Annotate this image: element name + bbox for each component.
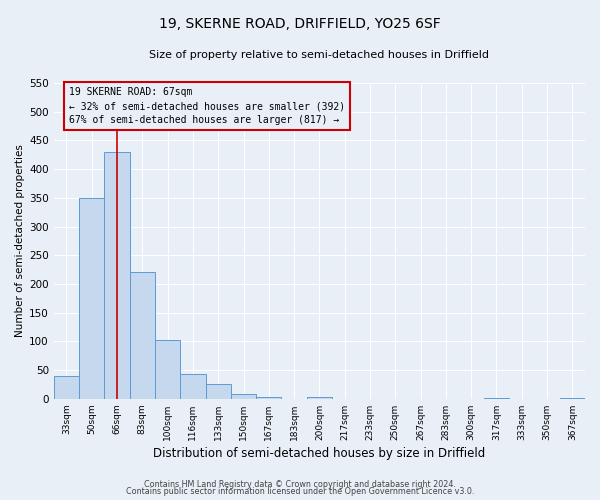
Bar [256, 397, 281, 399]
Bar [155, 340, 180, 399]
Bar [484, 398, 509, 399]
Text: Contains public sector information licensed under the Open Government Licence v3: Contains public sector information licen… [126, 487, 474, 496]
Bar [54, 376, 79, 399]
Y-axis label: Number of semi-detached properties: Number of semi-detached properties [15, 144, 25, 338]
X-axis label: Distribution of semi-detached houses by size in Driffield: Distribution of semi-detached houses by … [153, 447, 485, 460]
Title: Size of property relative to semi-detached houses in Driffield: Size of property relative to semi-detach… [149, 50, 490, 60]
Bar [104, 152, 130, 399]
Bar [180, 374, 206, 399]
Text: 19 SKERNE ROAD: 67sqm
← 32% of semi-detached houses are smaller (392)
67% of sem: 19 SKERNE ROAD: 67sqm ← 32% of semi-deta… [69, 87, 345, 125]
Bar [307, 397, 332, 399]
Text: Contains HM Land Registry data © Crown copyright and database right 2024.: Contains HM Land Registry data © Crown c… [144, 480, 456, 489]
Bar [206, 384, 231, 399]
Bar [231, 394, 256, 399]
Bar [130, 272, 155, 399]
Bar [560, 398, 585, 399]
Text: 19, SKERNE ROAD, DRIFFIELD, YO25 6SF: 19, SKERNE ROAD, DRIFFIELD, YO25 6SF [159, 18, 441, 32]
Bar [79, 198, 104, 399]
